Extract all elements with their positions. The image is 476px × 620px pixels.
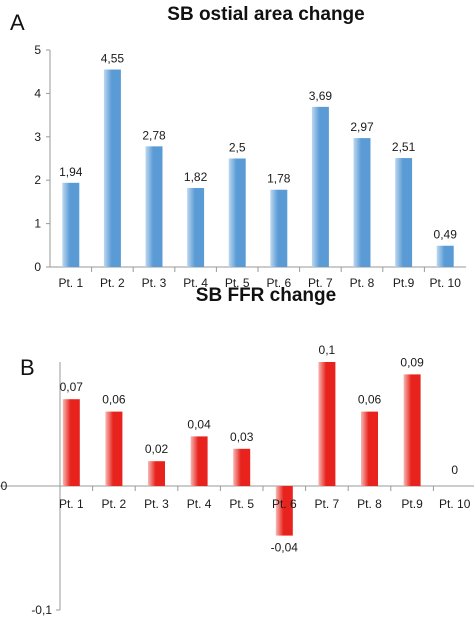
bar (233, 448, 251, 486)
data-label: 1,82 (184, 170, 208, 184)
bar (395, 158, 413, 267)
x-tick-label: Pt. 10 (430, 276, 462, 290)
x-tick-label: Pt. 2 (100, 276, 125, 290)
x-tick-label: Pt. 8 (357, 497, 382, 511)
bar (275, 486, 293, 536)
y-tick-label: -0,1 (31, 603, 52, 617)
data-label: 2,97 (350, 120, 374, 134)
bar (403, 374, 421, 486)
y-tick-label: 1 (34, 217, 41, 231)
x-tick-label: Pt. 6 (272, 497, 297, 511)
x-tick-label: Pt. 10 (439, 497, 471, 511)
data-label: 1,78 (267, 172, 291, 186)
bar (228, 158, 246, 267)
data-label: 0,06 (358, 393, 382, 407)
data-label: 0,1 (319, 343, 336, 357)
bar (148, 461, 165, 486)
data-label: 4,55 (101, 52, 125, 66)
x-tick-label: Pt. 5 (229, 497, 254, 511)
x-tick-label: Pt.9 (393, 276, 415, 290)
x-tick-label: Pt.9 (401, 497, 423, 511)
x-tick-label: Pt. 7 (308, 276, 333, 290)
bar (318, 362, 336, 486)
data-label: 0,06 (102, 393, 126, 407)
panel-letter-a: A (10, 10, 25, 35)
bar-chart-b-svg: -0,1 0 0,07 Pt. 1 0,06 Pt. 2 0,02 Pt. 3 0,04 Pt. … (0, 343, 474, 617)
data-label: 2,5 (229, 141, 246, 155)
data-label: -0,04 (271, 541, 299, 555)
y-tick-label: 0 (34, 260, 41, 274)
bar (105, 411, 123, 486)
x-tick-label: Pt. 4 (183, 276, 208, 290)
x-tick-label: Pt. 2 (102, 497, 127, 511)
data-label: 2,78 (142, 128, 166, 142)
bar-chart-a-svg: 0 1 2 3 4 5 1,94 Pt. 1 4,55 Pt. 2 2,78 Pt. 3 1,82 Pt.… (34, 43, 466, 290)
data-label: 0,49 (434, 228, 458, 242)
data-label: 0,03 (230, 430, 254, 444)
bar (190, 436, 208, 486)
bar (353, 138, 371, 267)
bar (270, 189, 288, 267)
data-label: 0,07 (60, 380, 84, 394)
data-label: 0,02 (145, 442, 169, 456)
x-tick-label: Pt. 3 (142, 276, 167, 290)
bar (103, 69, 121, 267)
bar (436, 245, 454, 267)
chart-title-a: SB ostial area change (167, 4, 365, 25)
y-tick-label: 3 (34, 130, 41, 144)
bar (62, 399, 80, 486)
bar (311, 106, 329, 267)
y-tick-label: 2 (34, 173, 41, 187)
bar (361, 411, 378, 486)
x-tick-label: Pt. 7 (315, 497, 340, 511)
data-label: 0,04 (187, 417, 211, 431)
bar (187, 188, 205, 267)
panel-letter-b: B (20, 355, 35, 380)
chart-title-b: SB FFR change (195, 285, 337, 306)
x-tick-label: Pt. 3 (144, 497, 169, 511)
chart-panel-a: 0 1 2 3 4 5 1,94 Pt. 1 4,55 Pt. 2 2,78 Pt. 3 1,82 Pt.… (0, 0, 476, 290)
data-label: 0,09 (400, 355, 424, 369)
bar (62, 182, 80, 267)
x-tick-label: Pt. 1 (58, 276, 83, 290)
chart-panel-b: -0,1 0 0,07 Pt. 1 0,06 Pt. 2 0,02 Pt. 3 0,04 Pt. … (0, 285, 476, 620)
data-label: 3,69 (309, 89, 333, 103)
data-label: 1,94 (59, 165, 83, 179)
data-label: 2,51 (392, 140, 416, 154)
x-tick-label: Pt. 5 (225, 276, 250, 290)
data-label: 0 (451, 463, 458, 477)
x-tick-label: Pt. 8 (350, 276, 375, 290)
x-tick-label: Pt. 1 (59, 497, 84, 511)
bar (145, 146, 163, 267)
y-tick-label: 4 (34, 86, 41, 100)
x-tick-label: Pt. 6 (266, 276, 291, 290)
x-tick-label: Pt. 4 (187, 497, 212, 511)
y-tick-label: 0 (1, 479, 8, 493)
y-tick-label: 5 (34, 43, 41, 57)
